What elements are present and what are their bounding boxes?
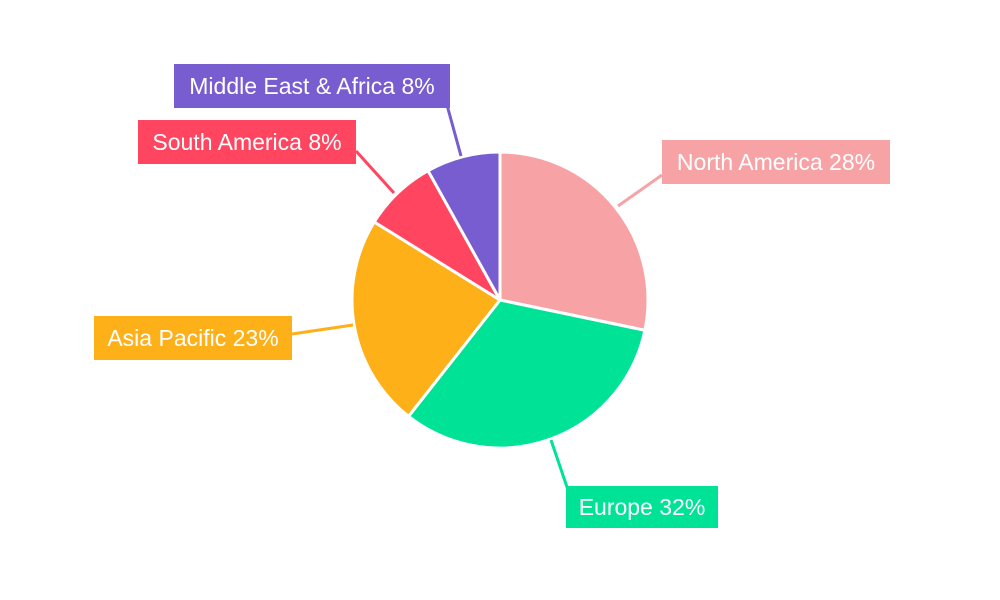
- slice-labels: North America 28% Europe 32% Asia Pacific …: [94, 64, 890, 528]
- pie-slices: [350, 150, 650, 450]
- slice-label-name: Europe: [579, 494, 653, 520]
- label-box-south-america: [138, 120, 356, 164]
- slice-label-percent: 28%: [823, 149, 875, 175]
- slice-label-name: Asia Pacific: [107, 325, 226, 351]
- label-box-middle-east-and-africa: [174, 64, 450, 108]
- slice-label-percent: 8%: [302, 129, 342, 155]
- leader-line-middle-east-and-africa: [445, 104, 463, 157]
- slice-label-name: South America: [152, 129, 302, 155]
- leader-line-europe: [549, 439, 570, 491]
- label-leader-lines: [291, 104, 663, 491]
- leader-line-north-america: [617, 173, 663, 208]
- slice-label-europe: Europe 32%: [579, 494, 706, 520]
- slice-label-south-america: South America 8%: [152, 129, 341, 155]
- pie-slice-asia-pacific[interactable]: [350, 220, 502, 418]
- label-box-asia-pacific: [94, 316, 292, 360]
- pie-slice-north-america[interactable]: [498, 150, 650, 332]
- slice-label-name: Middle East & Africa: [189, 73, 395, 99]
- leader-line-south-america: [354, 149, 396, 195]
- slice-label-percent: 32%: [653, 494, 705, 520]
- pie-slice-europe[interactable]: [407, 298, 647, 450]
- pie-slice-middle-east-and-africa[interactable]: [426, 150, 502, 302]
- slice-label-percent: 23%: [226, 325, 278, 351]
- label-box-north-america: [662, 140, 890, 184]
- slice-label-percent: 8%: [395, 73, 435, 99]
- slice-label-name: North America: [677, 149, 823, 175]
- leader-line-asia-pacific: [291, 323, 354, 336]
- slice-label-middle-east-and-africa: Middle East & Africa 8%: [189, 73, 434, 99]
- label-box-europe: [566, 486, 718, 528]
- slice-label-asia-pacific: Asia Pacific 23%: [107, 325, 278, 351]
- slice-label-north-america: North America 28%: [677, 149, 875, 175]
